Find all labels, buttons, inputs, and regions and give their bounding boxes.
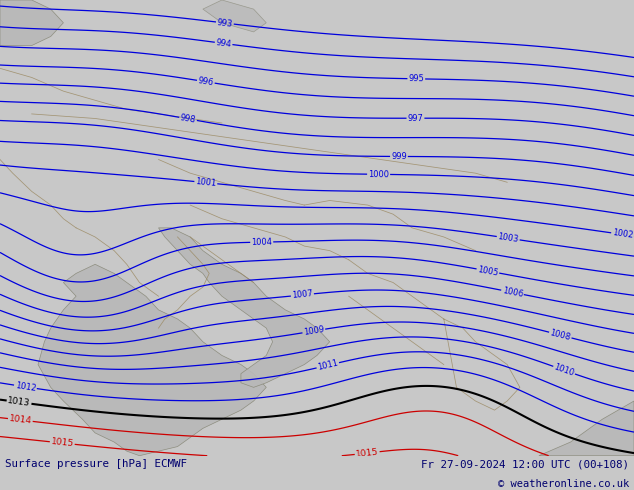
Text: 994: 994 xyxy=(215,38,232,49)
Text: 996: 996 xyxy=(197,76,214,87)
Polygon shape xyxy=(539,401,634,456)
Text: 1002: 1002 xyxy=(612,228,633,241)
Text: 1011: 1011 xyxy=(316,359,339,372)
Text: 995: 995 xyxy=(408,74,424,83)
Polygon shape xyxy=(38,264,266,456)
Text: 1006: 1006 xyxy=(501,286,524,299)
Text: 1004: 1004 xyxy=(251,238,273,247)
Text: 1009: 1009 xyxy=(303,325,325,337)
Text: 1005: 1005 xyxy=(477,265,499,277)
Polygon shape xyxy=(203,0,266,32)
Text: 999: 999 xyxy=(391,152,407,161)
Text: © weatheronline.co.uk: © weatheronline.co.uk xyxy=(498,479,629,489)
Text: 997: 997 xyxy=(408,114,424,122)
Text: 1008: 1008 xyxy=(549,328,572,342)
Text: Fr 27-09-2024 12:00 UTC (00+108): Fr 27-09-2024 12:00 UTC (00+108) xyxy=(421,459,629,469)
Text: 1015: 1015 xyxy=(355,447,379,459)
Text: 1012: 1012 xyxy=(15,381,37,393)
Text: 993: 993 xyxy=(216,18,233,28)
Text: Surface pressure [hPa] ECMWF: Surface pressure [hPa] ECMWF xyxy=(5,459,187,469)
Polygon shape xyxy=(0,0,63,46)
Text: 1000: 1000 xyxy=(368,170,389,179)
Text: 1001: 1001 xyxy=(195,177,217,188)
Text: 1015: 1015 xyxy=(50,438,74,449)
Text: 1014: 1014 xyxy=(8,414,32,426)
Text: 1013: 1013 xyxy=(7,396,31,408)
Text: 1003: 1003 xyxy=(497,232,519,244)
Text: 1007: 1007 xyxy=(292,290,313,300)
Polygon shape xyxy=(158,228,330,387)
Text: 998: 998 xyxy=(179,113,197,124)
Text: 1010: 1010 xyxy=(553,363,576,378)
